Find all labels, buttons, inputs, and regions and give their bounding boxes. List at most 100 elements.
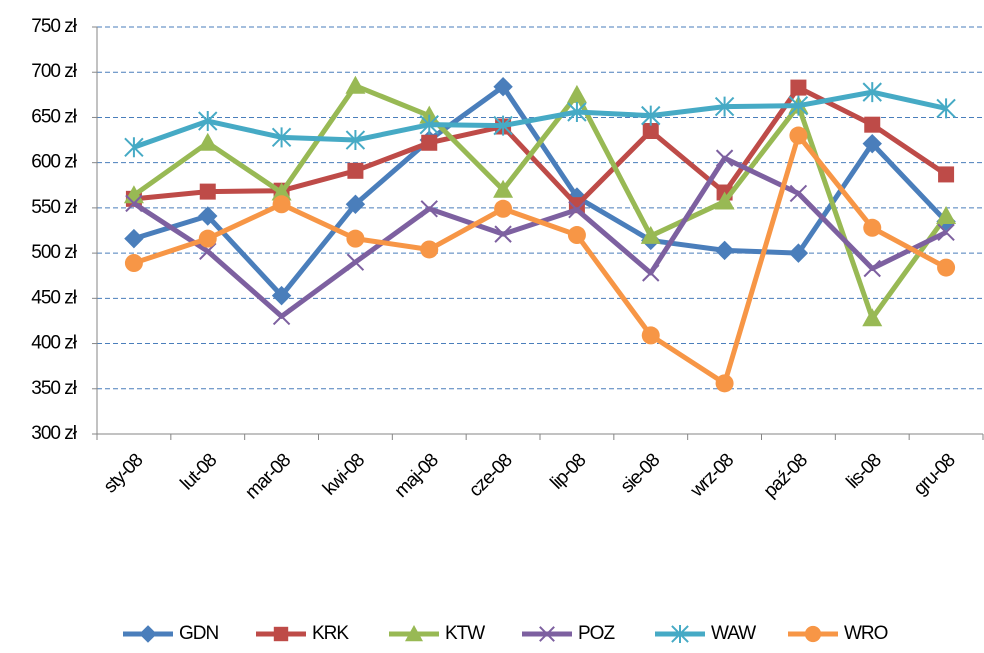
marker [862,308,883,327]
marker [346,229,365,248]
marker [125,194,143,213]
x-tick-label: gru-08 [910,450,960,500]
marker [271,182,292,201]
y-tick-label: 300 zł [31,423,77,444]
marker [568,200,586,219]
y-tick-label: 350 zł [31,378,77,399]
marker [937,223,955,242]
marker [346,253,365,271]
legend-label: GDN [179,623,219,644]
marker [936,98,956,119]
marker [790,79,807,96]
marker [421,134,438,151]
marker [862,133,882,154]
marker [714,240,735,261]
x-tick-label: sty-08 [100,450,147,497]
marker [272,307,291,326]
marker [199,242,217,261]
x-tick-label: paź-08 [760,450,812,502]
marker [715,374,734,393]
legend-item: WRO [788,623,889,644]
marker [788,243,809,263]
legend-item: KRK [256,623,350,644]
marker [715,149,734,167]
y-tick-label: 550 zł [31,197,77,218]
y-tick-label: 650 zł [31,106,77,127]
x-tick-label: lis-08 [843,450,886,493]
marker [419,114,439,135]
x-tick-label: maj-08 [391,450,443,502]
x-tick-label: lut-08 [177,450,222,495]
marker [197,132,218,151]
y-tick-label: 750 zł [31,16,77,37]
marker [937,258,956,277]
marker [714,191,735,210]
x-tick-label: lip-08 [547,450,591,494]
legend-item: POZ [522,623,616,644]
marker [493,76,513,97]
marker [198,111,218,132]
marker [199,183,216,200]
legend-item: KTW [389,623,486,644]
legend-label: WAW [711,623,756,644]
legend-label: POZ [578,623,615,644]
marker [863,259,881,278]
marker [124,137,144,158]
marker [714,96,735,117]
marker [566,84,587,103]
x-tick-label: kwi-08 [319,450,369,500]
marker [567,226,586,245]
marker [347,162,364,179]
marker [641,326,660,345]
legend-marker [139,625,157,643]
marker [642,123,659,140]
marker [862,82,882,103]
marker [271,127,292,148]
marker [640,225,661,244]
series-line [132,83,949,321]
legend-label: KTW [445,623,485,644]
marker [567,102,587,123]
marker [494,225,512,243]
marker [345,75,366,94]
x-tick-label: sie-08 [617,450,665,498]
series-line [133,89,947,150]
y-tick-label: 450 zł [31,287,77,308]
marker [789,126,808,145]
legend-marker [273,626,289,642]
legend-marker [405,625,423,642]
marker [124,254,143,273]
marker [198,206,218,226]
y-tick-label: 500 zł [31,242,77,263]
marker [420,240,439,259]
legend-item: WAW [655,623,757,644]
y-tick-label: 400 zł [31,333,77,354]
marker [493,115,513,136]
legend-marker [671,625,689,643]
marker [420,200,438,218]
marker [272,195,291,214]
x-tick-label: mar-08 [241,450,294,503]
legend-label: KRK [312,623,349,644]
marker [345,130,366,151]
marker [936,206,957,225]
x-tick-label: wrz-08 [686,450,738,502]
marker [864,116,881,133]
legend-label: WRO [844,623,888,644]
marker [863,218,882,237]
marker [124,228,144,249]
marker [493,179,514,198]
marker [788,95,809,116]
marker [345,194,366,214]
series-line [133,85,948,208]
marker [642,264,660,282]
marker [271,285,292,306]
marker [198,229,217,248]
legend-marker [539,626,555,642]
y-tick-label: 700 zł [31,61,77,82]
marker [494,199,513,218]
legend-item: GDN [123,623,220,644]
series-line [133,133,948,386]
marker [938,166,955,183]
